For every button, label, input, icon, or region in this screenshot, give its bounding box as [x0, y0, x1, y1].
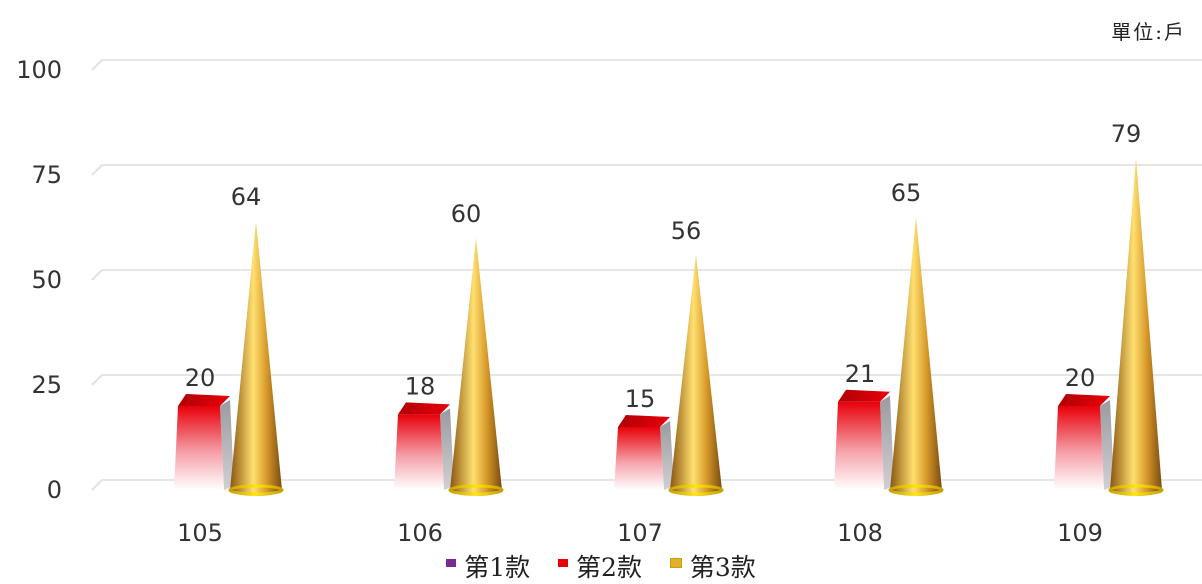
cone-base	[228, 484, 284, 496]
cone-series-3	[228, 221, 284, 496]
bar-top	[618, 415, 670, 427]
bar-side	[880, 395, 894, 490]
cone-base	[1108, 484, 1164, 496]
data-label-series-2: 21	[845, 360, 876, 388]
cone-body	[450, 238, 502, 496]
legend-label: 第3款	[689, 553, 756, 582]
bar-top	[1058, 394, 1110, 406]
legend-item-series-3: 第3款	[669, 548, 756, 584]
x-tick-label: 108	[837, 519, 883, 547]
cone-series-3	[448, 238, 504, 496]
data-label-series-2: 20	[1065, 364, 1096, 392]
gridline-depth	[91, 374, 103, 386]
bar-front	[174, 406, 224, 490]
cone-series-3	[888, 217, 944, 496]
data-label-series-3: 56	[671, 217, 702, 245]
gridline-depth	[91, 59, 103, 71]
bar-top	[178, 394, 230, 406]
bar-series-2	[614, 415, 674, 490]
legend-item-series-1: 第1款	[446, 548, 530, 584]
legend-swatch-icon	[669, 558, 682, 568]
bar-series-2	[834, 389, 894, 490]
legend: 第1款 第2款 第3款	[0, 548, 1202, 584]
x-tick-label: 109	[1057, 519, 1103, 547]
bar-series-2	[174, 394, 234, 490]
data-label-series-3: 64	[231, 183, 262, 211]
x-tick-label: 107	[617, 519, 663, 547]
y-tick-label: 50	[31, 266, 62, 294]
bar-side	[1100, 400, 1114, 490]
cone-body	[230, 221, 282, 496]
bar-series-2	[394, 402, 454, 490]
bar-front	[394, 414, 444, 490]
bar-front	[614, 427, 664, 490]
data-label-series-3: 79	[1111, 120, 1142, 148]
y-tick-label: 0	[47, 476, 62, 504]
bar-top	[398, 402, 450, 415]
bar-side	[220, 400, 234, 490]
legend-label: 第2款	[576, 553, 642, 582]
legend-item-series-2: 第2款	[558, 548, 642, 584]
bar-series-2	[1054, 394, 1114, 490]
bar-side	[440, 408, 454, 490]
cone-base	[448, 484, 504, 496]
data-label-series-2: 18	[405, 372, 436, 400]
y-tick-label: 25	[31, 371, 62, 399]
cone-body	[670, 254, 722, 496]
cone-base	[668, 484, 724, 496]
cone-base	[888, 484, 944, 496]
x-tick-label: 105	[177, 519, 223, 547]
legend-label: 第1款	[464, 553, 531, 582]
cone-body	[890, 217, 942, 496]
data-label-series-3: 60	[451, 200, 482, 228]
y-tick-label: 75	[31, 161, 62, 189]
cone-series-3	[1108, 158, 1164, 496]
gridline-depth	[91, 479, 103, 491]
y-tick-label: 100	[16, 56, 62, 84]
legend-swatch-icon	[558, 559, 569, 567]
legend-swatch-icon	[446, 559, 457, 567]
bar-front	[834, 401, 884, 490]
bar-top	[838, 389, 890, 402]
data-label-series-2: 20	[185, 364, 216, 392]
gridline-depth	[91, 164, 103, 176]
data-label-series-2: 15	[625, 385, 656, 413]
x-tick-label: 106	[397, 519, 443, 547]
bar-side	[660, 421, 674, 490]
cone-series-3	[668, 254, 724, 496]
gridline-depth	[91, 269, 103, 281]
data-label-series-3: 65	[891, 179, 922, 207]
bar-front	[1054, 406, 1104, 490]
unit-label: 單位:戶	[1111, 20, 1186, 44]
cone-body	[1110, 158, 1162, 496]
